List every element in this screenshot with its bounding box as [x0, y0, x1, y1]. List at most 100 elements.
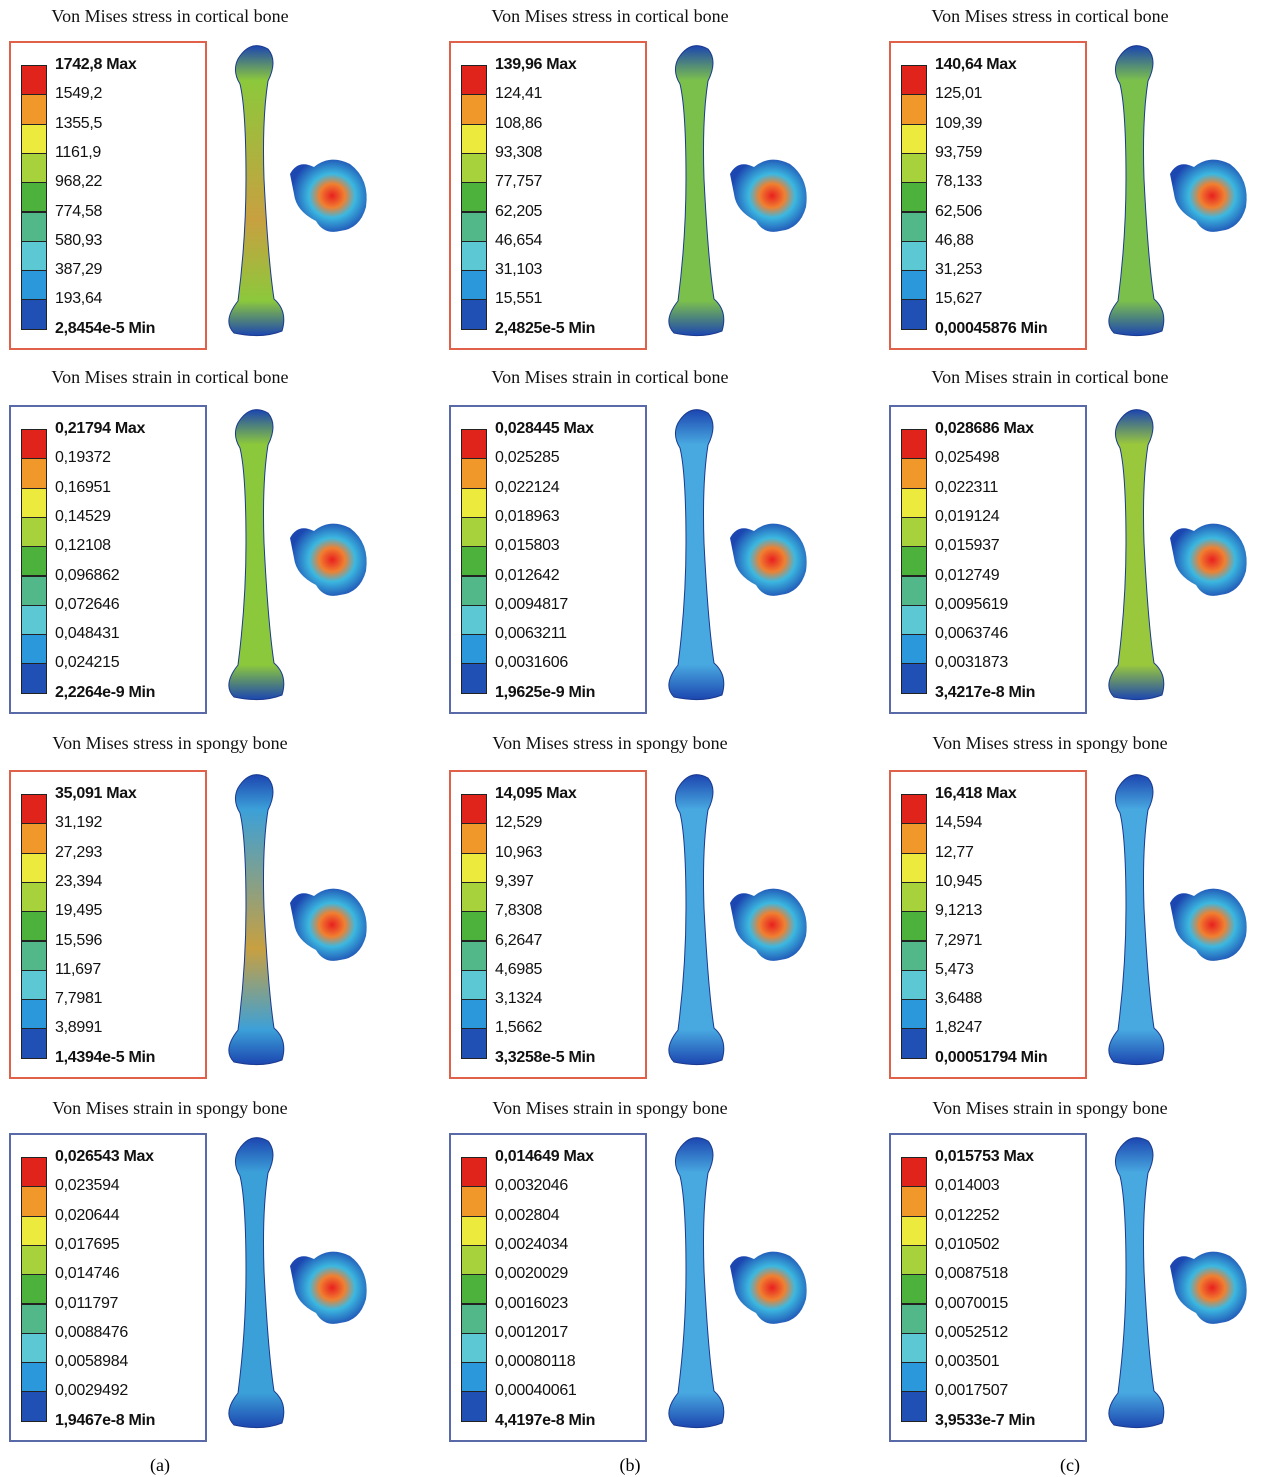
legend-swatch — [461, 124, 487, 154]
legend-swatch — [21, 1304, 47, 1334]
legend-swatch — [461, 634, 487, 664]
legend-label: 4,6985 — [495, 961, 542, 979]
legend-swatch — [21, 1028, 47, 1058]
legend-swatch — [901, 853, 927, 883]
legend-swatch — [21, 605, 47, 635]
legend-label: 0,022311 — [935, 479, 998, 497]
legend-label: 0,0052512 — [935, 1324, 1008, 1342]
legend-label: 3,6488 — [935, 990, 982, 1008]
legend-label: 2,2264e-9 Min — [55, 684, 155, 702]
legend-swatch — [461, 999, 487, 1029]
legend-label: 0,0016023 — [495, 1295, 568, 1313]
legend-label: 27,293 — [55, 844, 102, 862]
legend-label: 0,19372 — [55, 449, 111, 467]
legend-label: 12,77 — [935, 844, 974, 862]
legend-label: 108,86 — [495, 115, 542, 133]
legend-label: 0,026543 Max — [55, 1148, 154, 1166]
legend-label: 0,0070015 — [935, 1295, 1008, 1313]
legend-swatch — [461, 663, 487, 693]
legend-swatch — [21, 153, 47, 183]
panel-title: Von Mises strain in cortical bone — [440, 367, 780, 388]
legend-label: 968,22 — [55, 173, 102, 191]
legend-swatch — [21, 299, 47, 329]
legend-swatch — [461, 970, 487, 1000]
legend-swatch — [21, 634, 47, 664]
legend-swatch — [901, 94, 927, 124]
legend-swatch — [901, 1028, 927, 1058]
panel-title: Von Mises stress in cortical bone — [880, 6, 1220, 27]
legend-label: 1355,5 — [55, 115, 102, 133]
legend-label: 0,028445 Max — [495, 420, 594, 438]
legend-swatch — [21, 823, 47, 853]
legend-swatch — [461, 458, 487, 488]
legend-swatch — [21, 1186, 47, 1216]
legend-label: 0,0094817 — [495, 596, 568, 614]
legend-label: 31,103 — [495, 261, 542, 279]
legend-label: 93,759 — [935, 144, 982, 162]
legend-label: 0,0029492 — [55, 1382, 128, 1400]
legend-swatch — [461, 1333, 487, 1363]
legend-label: 0,21794 Max — [55, 420, 145, 438]
legend-label: 0,00045876 Min — [935, 320, 1047, 338]
legend-swatch — [461, 941, 487, 971]
legend-label: 15,551 — [495, 290, 542, 308]
bone-model — [210, 1131, 390, 1451]
bone-model — [1090, 39, 1270, 359]
legend-swatch — [21, 212, 47, 242]
bone-model — [650, 768, 830, 1088]
legend-swatch — [461, 853, 487, 883]
legend-swatch — [901, 241, 927, 271]
legend-label: 93,308 — [495, 144, 542, 162]
legend-label: 0,072646 — [55, 596, 119, 614]
legend-label: 1549,2 — [55, 85, 102, 103]
legend-swatch — [461, 1186, 487, 1216]
legend-label: 0,020644 — [55, 1207, 119, 1225]
legend-swatch — [21, 853, 47, 883]
legend-swatch — [901, 1157, 927, 1187]
legend-label: 2,4825e-5 Min — [495, 320, 595, 338]
legend-swatch — [21, 65, 47, 95]
figure: {"rows": [ [{"title": "Von Mises stress … — [0, 0, 1282, 1477]
legend-label: 3,4217e-8 Min — [935, 684, 1035, 702]
legend-swatch — [21, 124, 47, 154]
legend-swatch — [901, 517, 927, 547]
legend-swatch — [461, 823, 487, 853]
legend-label: 0,003501 — [935, 1353, 999, 1371]
legend-label: 0,0017507 — [935, 1382, 1008, 1400]
legend-label: 0,023594 — [55, 1177, 119, 1195]
legend-swatch — [901, 823, 927, 853]
legend-swatch — [901, 488, 927, 518]
panel-title: Von Mises strain in spongy bone — [880, 1098, 1220, 1119]
legend-swatch — [21, 458, 47, 488]
legend-swatch — [21, 576, 47, 606]
legend-label: 3,9533e-7 Min — [935, 1412, 1035, 1430]
legend-swatch — [461, 488, 487, 518]
legend-label: 0,14529 — [55, 508, 111, 526]
legend-swatch — [21, 182, 47, 212]
legend-swatch — [901, 634, 927, 664]
legend-label: 124,41 — [495, 85, 542, 103]
legend-label: 0,028686 Max — [935, 420, 1034, 438]
legend-label: 1,5662 — [495, 1019, 542, 1037]
legend-label: 3,3258e-5 Min — [495, 1049, 595, 1067]
legend-label: 0,0087518 — [935, 1265, 1008, 1283]
legend-label: 15,627 — [935, 290, 982, 308]
legend-swatch — [21, 794, 47, 824]
legend-label: 0,048431 — [55, 625, 119, 643]
legend-swatch — [901, 663, 927, 693]
legend-swatch — [461, 911, 487, 941]
legend-label: 11,697 — [55, 961, 101, 979]
legend-label: 14,095 Max — [495, 785, 577, 803]
legend-label: 387,29 — [55, 261, 102, 279]
legend-swatch — [461, 299, 487, 329]
legend-label: 78,133 — [935, 173, 982, 191]
bone-model — [210, 403, 390, 723]
legend-swatch — [21, 1333, 47, 1363]
legend-swatch — [461, 794, 487, 824]
legend-swatch — [461, 517, 487, 547]
legend-label: 4,4197e-8 Min — [495, 1412, 595, 1430]
panel-title: Von Mises stress in spongy bone — [440, 733, 780, 754]
legend-label: 31,253 — [935, 261, 982, 279]
